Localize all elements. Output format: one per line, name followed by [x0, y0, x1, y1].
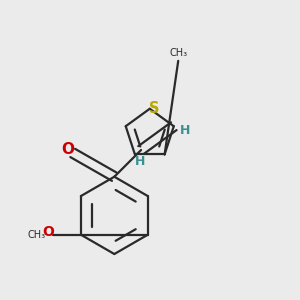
Text: O: O	[61, 142, 74, 157]
Text: CH₃: CH₃	[169, 48, 187, 59]
Text: H: H	[134, 155, 145, 168]
Text: CH₃: CH₃	[27, 230, 46, 240]
Text: H: H	[180, 124, 190, 137]
Text: S: S	[149, 101, 160, 116]
Text: O: O	[43, 225, 55, 239]
